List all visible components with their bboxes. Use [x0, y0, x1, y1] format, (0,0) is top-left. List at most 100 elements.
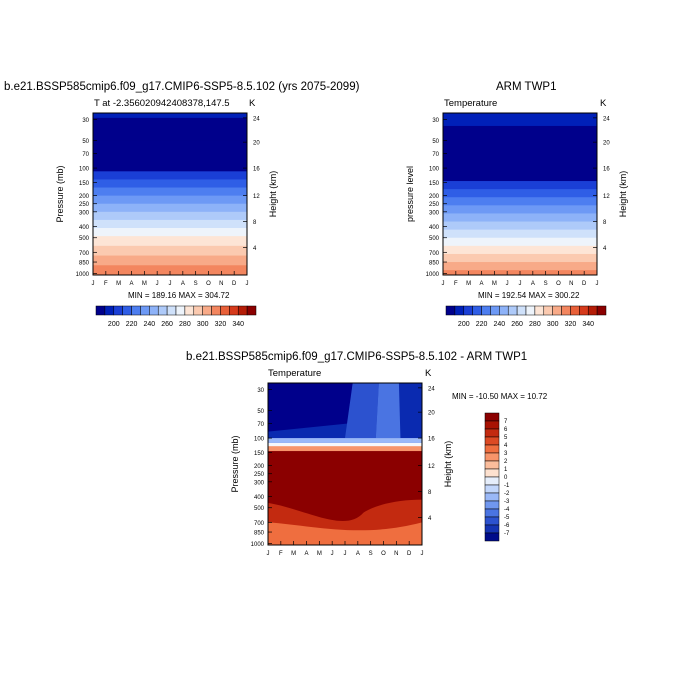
- panel2-left-label: Temperature: [444, 98, 498, 109]
- pressure-tick-label: 50: [82, 139, 89, 145]
- colorbar-label: 280: [529, 321, 541, 328]
- pressure-tick-label: 70: [257, 422, 264, 428]
- month-tick-label: D: [232, 281, 237, 287]
- heatmap-band-12: [93, 245, 247, 257]
- diff-cold-core: [268, 383, 353, 432]
- pressure-tick-label: 850: [79, 261, 90, 267]
- colorbar-swatch: [184, 305, 195, 316]
- heatmap-fill: [268, 383, 422, 545]
- pressure-tick-label: 400: [79, 225, 90, 231]
- pressure-tick-label: 850: [254, 531, 265, 537]
- pressure-tick-label: 100: [429, 167, 440, 173]
- colorbar-swatch: [472, 305, 482, 316]
- month-tick-label: J: [169, 281, 172, 287]
- y-axis-title: pressure level: [405, 166, 415, 222]
- month-tick-label: M: [291, 551, 296, 557]
- colorbar-label: -6: [504, 523, 510, 529]
- height-tick-label: 12: [253, 194, 260, 200]
- colorbar-swatch: [484, 460, 500, 470]
- heatmap-band-14: [93, 265, 247, 276]
- panel3-title: b.e21.BSSP585cmip6.f09_g17.CMIP6-SSP5-8.…: [186, 351, 528, 363]
- heatmap-band-5: [93, 187, 247, 197]
- colorbar-swatch: [484, 412, 500, 422]
- panel1-title: b.e21.BSSP585cmip6.f09_g17.CMIP6-SSP5-8.…: [4, 81, 360, 93]
- colorbar-swatch: [596, 305, 607, 316]
- height-tick-label: 20: [428, 411, 435, 417]
- pressure-tick-label: 70: [432, 152, 439, 158]
- pressure-tick-label: 500: [79, 236, 90, 242]
- height-tick-label: 24: [428, 386, 435, 392]
- y-axis-title: Pressure (mb): [230, 435, 240, 492]
- pressure-tick-label: 250: [254, 472, 265, 478]
- month-tick-label: M: [317, 551, 322, 557]
- colorbar-swatch: [516, 305, 527, 316]
- colorbar-swatch: [490, 305, 500, 316]
- colorbar-label: 320: [215, 321, 227, 328]
- panel3-heatmap: 30 50 70 100 150 200 250 300 400 500 700 850 1000 4 8 1…: [230, 382, 453, 557]
- month-tick-label: S: [544, 281, 548, 287]
- month-tick-label: J: [519, 281, 522, 287]
- colorbar-swatch: [229, 305, 239, 316]
- pressure-tick-label: 100: [254, 437, 265, 443]
- height-tick-label: 12: [428, 464, 435, 470]
- colorbar-swatch: [95, 305, 106, 316]
- month-tick-label: N: [394, 551, 398, 557]
- colorbar-label: 240: [493, 321, 505, 328]
- pressure-tick-label: 300: [79, 210, 90, 216]
- colorbar-label: 260: [511, 321, 523, 328]
- heatmap-band-1: [93, 117, 247, 142]
- y-axis-right-title: Height (km): [443, 441, 453, 488]
- heatmap-band-12: [443, 253, 597, 263]
- heatmap-band-7: [93, 203, 247, 213]
- pressure-tick-label: 200: [254, 464, 265, 470]
- pressure-tick-label: 30: [257, 388, 264, 394]
- pressure-tick-label: 400: [254, 495, 265, 501]
- pressure-tick-label: 50: [257, 409, 264, 415]
- pressure-tick-label: 30: [82, 118, 89, 124]
- pressure-tick-label: 70: [82, 152, 89, 158]
- colorbar-swatch: [484, 532, 500, 542]
- heatmap-band-13: [93, 255, 247, 266]
- colorbar-swatch: [484, 436, 500, 446]
- pressure-tick-label: 30: [432, 118, 439, 124]
- month-tick-label: N: [219, 281, 223, 287]
- heatmap-band-7: [443, 213, 597, 223]
- month-tick-label: N: [569, 281, 573, 287]
- month-tick-label: A: [304, 551, 308, 557]
- month-tick-label: M: [492, 281, 497, 287]
- diff-transition-1: [268, 438, 422, 443]
- colorbar-label: 2: [504, 459, 508, 465]
- month-tick-label: O: [206, 281, 211, 287]
- height-tick-label: 8: [428, 490, 432, 496]
- colorbar-swatch: [149, 305, 159, 316]
- colorbar-swatch: [484, 500, 500, 510]
- height-tick-label: 16: [603, 167, 610, 173]
- panel3-colorbar: 7 6 5 4 3 2 1 0 -1 -2 -3 -4 -5 -6 -7: [484, 412, 510, 542]
- heatmap-band-3: [93, 171, 247, 180]
- month-tick-label: J: [506, 281, 509, 287]
- heatmap-band-2: [443, 145, 597, 182]
- pressure-tick-label: 100: [79, 167, 90, 173]
- month-tick-label: D: [582, 281, 587, 287]
- y-axis-right-title: Height (km): [618, 171, 628, 218]
- heatmap-band-11: [93, 236, 247, 247]
- month-tick-label: S: [194, 281, 198, 287]
- heatmap-band-10: [93, 228, 247, 237]
- colorbar-swatch: [175, 305, 186, 316]
- heatmap-fill: [93, 113, 247, 276]
- heatmap-band-11: [443, 245, 597, 255]
- panel2-right-label: K: [600, 98, 607, 109]
- month-tick-label: J: [344, 551, 347, 557]
- colorbar-label: 260: [161, 321, 173, 328]
- heatmap-band-9: [93, 219, 247, 229]
- colorbar-swatch: [211, 305, 221, 316]
- colorbar-label: 6: [504, 427, 508, 433]
- colorbar-label: 240: [143, 321, 155, 328]
- height-tick-label: 4: [603, 246, 607, 252]
- panel1-colorbar: 200 220 240 260 280 300 320 340: [95, 305, 257, 328]
- month-tick-label: J: [442, 281, 445, 287]
- colorbar-swatch: [104, 305, 115, 316]
- panel1-left-label: T at -2.356020942408378,147.5: [94, 98, 230, 109]
- heatmap-band-5: [443, 197, 597, 206]
- month-tick-label: O: [381, 551, 386, 557]
